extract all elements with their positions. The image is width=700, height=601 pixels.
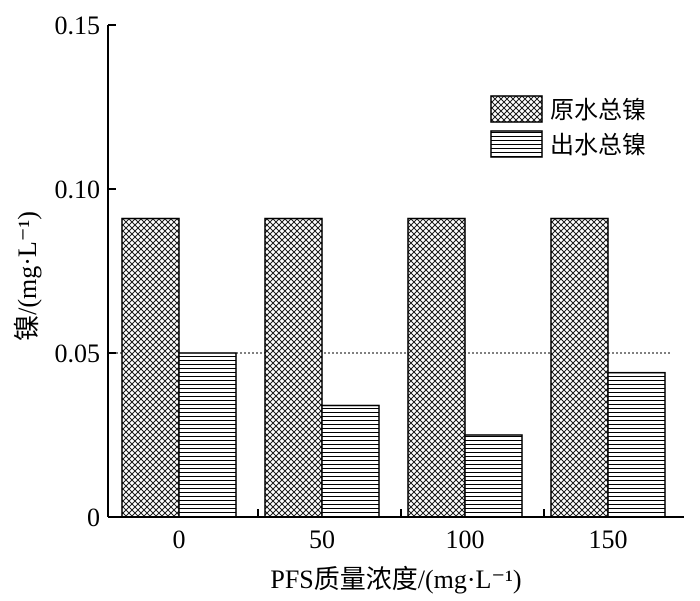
bar-raw-100 bbox=[407, 217, 466, 518]
x-tick-label: 0 bbox=[173, 525, 186, 554]
bar-raw-50 bbox=[264, 217, 323, 518]
bars-layer bbox=[121, 217, 666, 518]
legend-label-effluent: 出水总镍 bbox=[550, 131, 646, 159]
bar-effluent-50 bbox=[321, 404, 380, 518]
y-tick-label: 0.10 bbox=[55, 175, 101, 204]
bar-effluent-0 bbox=[178, 352, 237, 518]
x-ticks: 0 50 100 150 bbox=[173, 509, 628, 554]
y-tick-label: 0.15 bbox=[55, 11, 101, 40]
y-tick-label: 0.05 bbox=[55, 339, 101, 368]
y-tick-label: 0 bbox=[87, 503, 100, 532]
bar-raw-150 bbox=[550, 217, 609, 518]
x-tick-label: 100 bbox=[446, 525, 485, 554]
legend-swatch-effluent bbox=[490, 130, 543, 158]
axes bbox=[107, 25, 684, 518]
legend-swatch-raw bbox=[490, 95, 543, 123]
x-axis-title: PFS质量浓度/(mg·L⁻¹) bbox=[270, 565, 521, 594]
bar-raw-0 bbox=[121, 217, 180, 518]
y-axis-title: 镍/(mg·L⁻¹) bbox=[13, 211, 42, 341]
bar-effluent-100 bbox=[464, 434, 523, 518]
legend-label-raw: 原水总镍 bbox=[550, 96, 646, 124]
x-tick-label: 50 bbox=[309, 525, 335, 554]
x-tick-label: 150 bbox=[589, 525, 628, 554]
legend: 原水总镍 出水总镍 bbox=[490, 95, 646, 159]
bar-effluent-150 bbox=[607, 371, 666, 518]
y-ticks: 0 0.05 0.10 0.15 bbox=[55, 11, 116, 532]
